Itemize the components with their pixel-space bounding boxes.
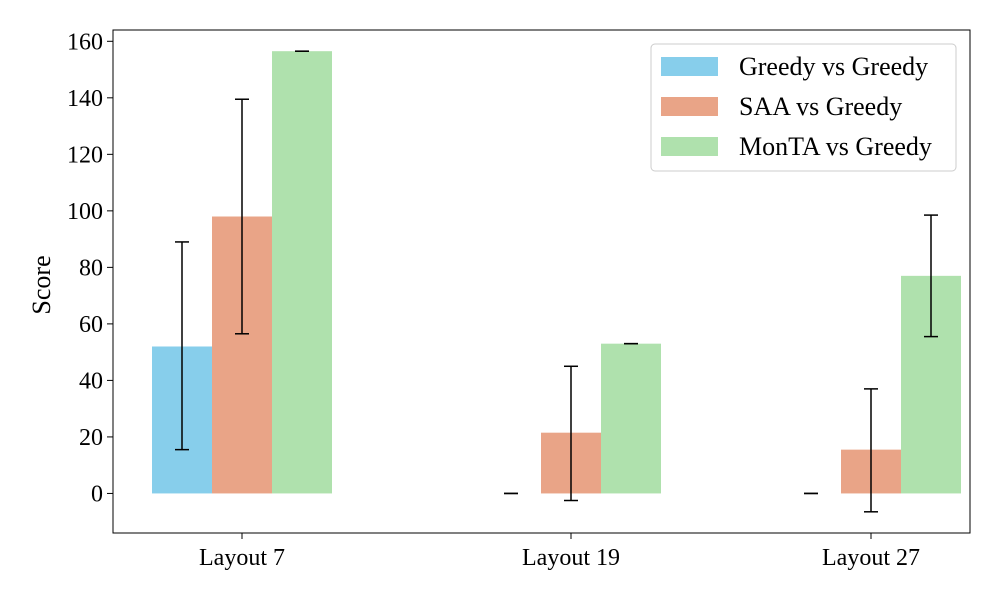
- x-tick-label: Layout 19: [522, 545, 620, 571]
- y-tick-label: 40: [79, 368, 103, 394]
- x-axis: Layout 7 Layout 19 Layout 27: [199, 533, 920, 571]
- x-tick-label: Layout 7: [199, 545, 285, 571]
- legend-frame: [650, 43, 957, 172]
- legend-swatch: [661, 137, 718, 156]
- y-tick-label: 60: [79, 312, 103, 338]
- y-tick-label: 80: [79, 255, 103, 281]
- y-tick-label: 120: [67, 142, 103, 168]
- error-bar-saa-vs-greedy-layout-7: [235, 98, 249, 335]
- y-tick-label: 0: [91, 481, 103, 507]
- legend-label: Greedy vs Greedy: [739, 52, 928, 81]
- y-tick-label: 100: [67, 199, 103, 225]
- bar-monta-vs-greedy-layout-19: [601, 343, 661, 494]
- y-tick-label: 140: [67, 86, 103, 112]
- legend-item: MonTA vs Greedy: [661, 132, 932, 161]
- error-bar-greedy-vs-greedy-layout-7: [175, 241, 189, 451]
- y-tick-label: 20: [79, 425, 103, 451]
- plot-area: [152, 50, 961, 513]
- legend: Greedy vs Greedy SAA vs Greedy MonTA vs Gr…: [650, 43, 957, 172]
- y-tick-label: 160: [67, 29, 103, 55]
- error-bar-saa-vs-greedy-layout-19: [564, 365, 578, 502]
- x-tick-label: Layout 27: [822, 545, 920, 571]
- error-bar-monta-vs-greedy-layout-27: [924, 214, 938, 338]
- legend-item: SAA vs Greedy: [661, 92, 902, 121]
- legend-label: SAA vs Greedy: [739, 92, 902, 121]
- bar-monta-vs-greedy-layout-7: [272, 51, 332, 494]
- error-bar-saa-vs-greedy-layout-27: [864, 388, 878, 513]
- legend-swatch: [661, 97, 718, 116]
- plot-frame: [112, 29, 971, 534]
- legend-label: MonTA vs Greedy: [739, 132, 932, 161]
- y-axis: 0 20 40 60 80 100 120 140 160: [67, 29, 113, 507]
- y-axis-label: Score: [27, 255, 56, 314]
- legend-swatch: [661, 57, 718, 76]
- legend-item: Greedy vs Greedy: [661, 52, 928, 81]
